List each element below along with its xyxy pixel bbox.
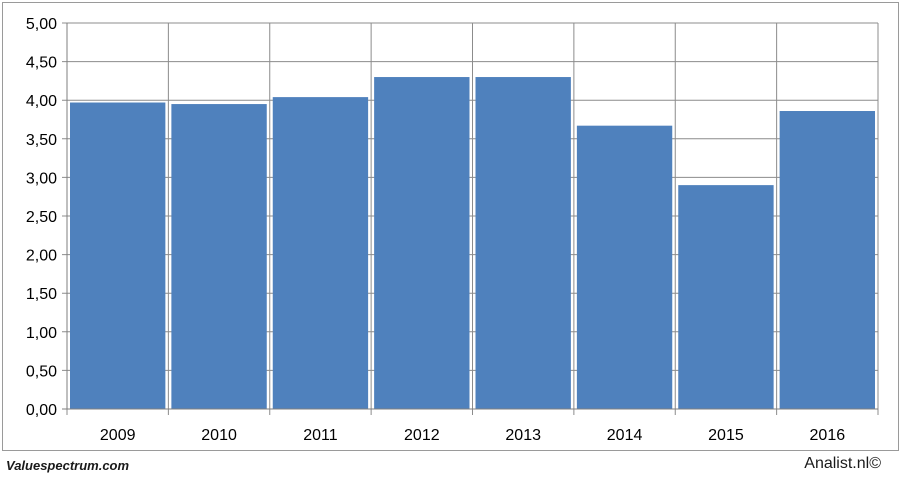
bar-2009 xyxy=(70,102,166,410)
bar-2015 xyxy=(678,185,774,409)
bar-2014 xyxy=(576,125,673,410)
x-tick-label: 2010 xyxy=(201,427,237,444)
x-tick-label: 2014 xyxy=(607,427,643,444)
y-tick-label: 3,00 xyxy=(26,170,57,187)
y-tick-label: 2,00 xyxy=(26,248,57,265)
y-tick-label: 0,50 xyxy=(26,363,57,380)
y-tick-label: 3,50 xyxy=(26,132,57,149)
bar-2016 xyxy=(779,111,875,410)
x-tick-label: 2012 xyxy=(404,427,440,444)
source-label-right: Analist.nl© xyxy=(804,455,881,472)
source-label-left: Valuespectrum.com xyxy=(6,458,130,473)
x-tick-label: 2011 xyxy=(303,427,338,444)
y-tick-label: 4,00 xyxy=(26,93,57,110)
y-tick-label: 0,00 xyxy=(26,402,57,419)
x-tick-label: 2009 xyxy=(100,427,136,444)
bar-2012 xyxy=(374,77,470,409)
y-tick-label: 4,50 xyxy=(26,55,57,72)
bar-2011 xyxy=(272,97,369,409)
y-tick-label: 5,00 xyxy=(26,16,57,33)
bar-2013 xyxy=(475,77,571,409)
y-tick-label: 1,00 xyxy=(26,325,57,342)
y-tick-label: 1,50 xyxy=(26,286,57,303)
x-tick-label: 2013 xyxy=(505,427,541,444)
x-tick-label: 2016 xyxy=(810,427,846,444)
y-tick-label: 2,50 xyxy=(26,209,57,226)
bar-2010 xyxy=(171,104,267,409)
x-tick-label: 2015 xyxy=(708,427,744,444)
